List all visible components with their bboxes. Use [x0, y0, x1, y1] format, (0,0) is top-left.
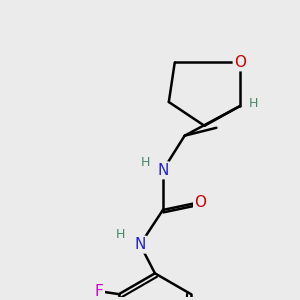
- Text: H: H: [140, 156, 150, 169]
- Text: F: F: [95, 284, 103, 299]
- Text: N: N: [157, 163, 169, 178]
- Text: N: N: [134, 237, 146, 252]
- Text: H: H: [248, 98, 258, 110]
- Text: H: H: [116, 228, 125, 241]
- Text: O: O: [194, 194, 206, 209]
- Text: O: O: [234, 55, 246, 70]
